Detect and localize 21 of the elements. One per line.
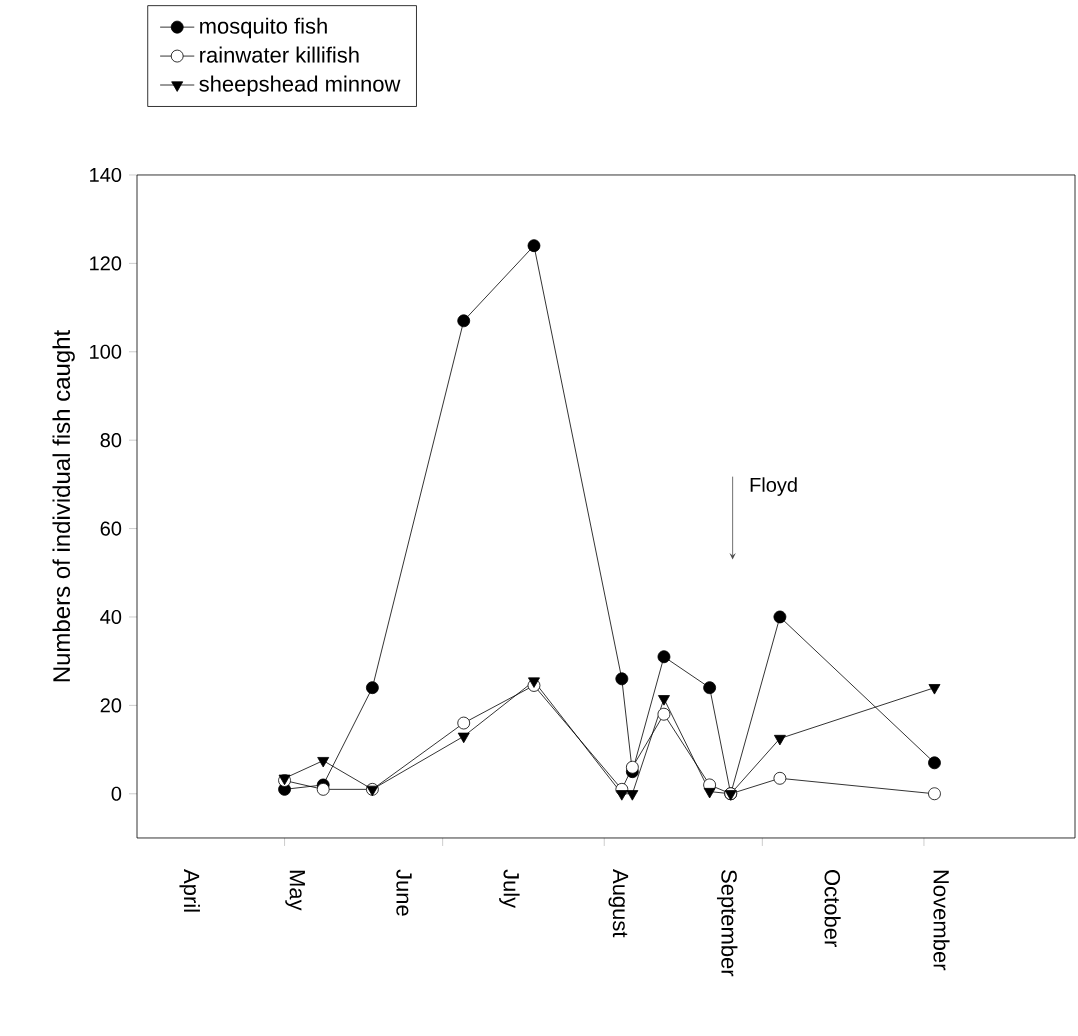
y-tick-label: 40 (100, 609, 122, 625)
y-tick-label: 120 (90, 256, 122, 271)
x-tick-label: May (285, 870, 305, 911)
x-tick-label: August (608, 869, 629, 938)
x-tick-label: July (499, 869, 520, 909)
y-tick-label: 0 (111, 786, 122, 801)
annotation: Floyd (750, 477, 797, 496)
legend-label: sheepshead minnow (199, 75, 401, 97)
y-tick-label: 100 (90, 344, 122, 359)
y-tick-label: 140 (90, 167, 122, 183)
legend-label: rainwater killifish (200, 46, 359, 63)
y-tick-label: 80 (100, 433, 122, 448)
x-tick-label: October (824, 870, 841, 947)
x-tick-label: September (716, 870, 738, 977)
x-tick-label: June (396, 869, 412, 916)
y-tick-label: 60 (100, 521, 122, 536)
y-tick-label: 20 (100, 698, 122, 713)
x-tick-label: April (179, 869, 200, 912)
x-tick-label: November (933, 870, 950, 971)
y-axis-title: Numbers of individual fish caught (52, 329, 75, 682)
legend-label: mosquito fish (200, 17, 327, 39)
